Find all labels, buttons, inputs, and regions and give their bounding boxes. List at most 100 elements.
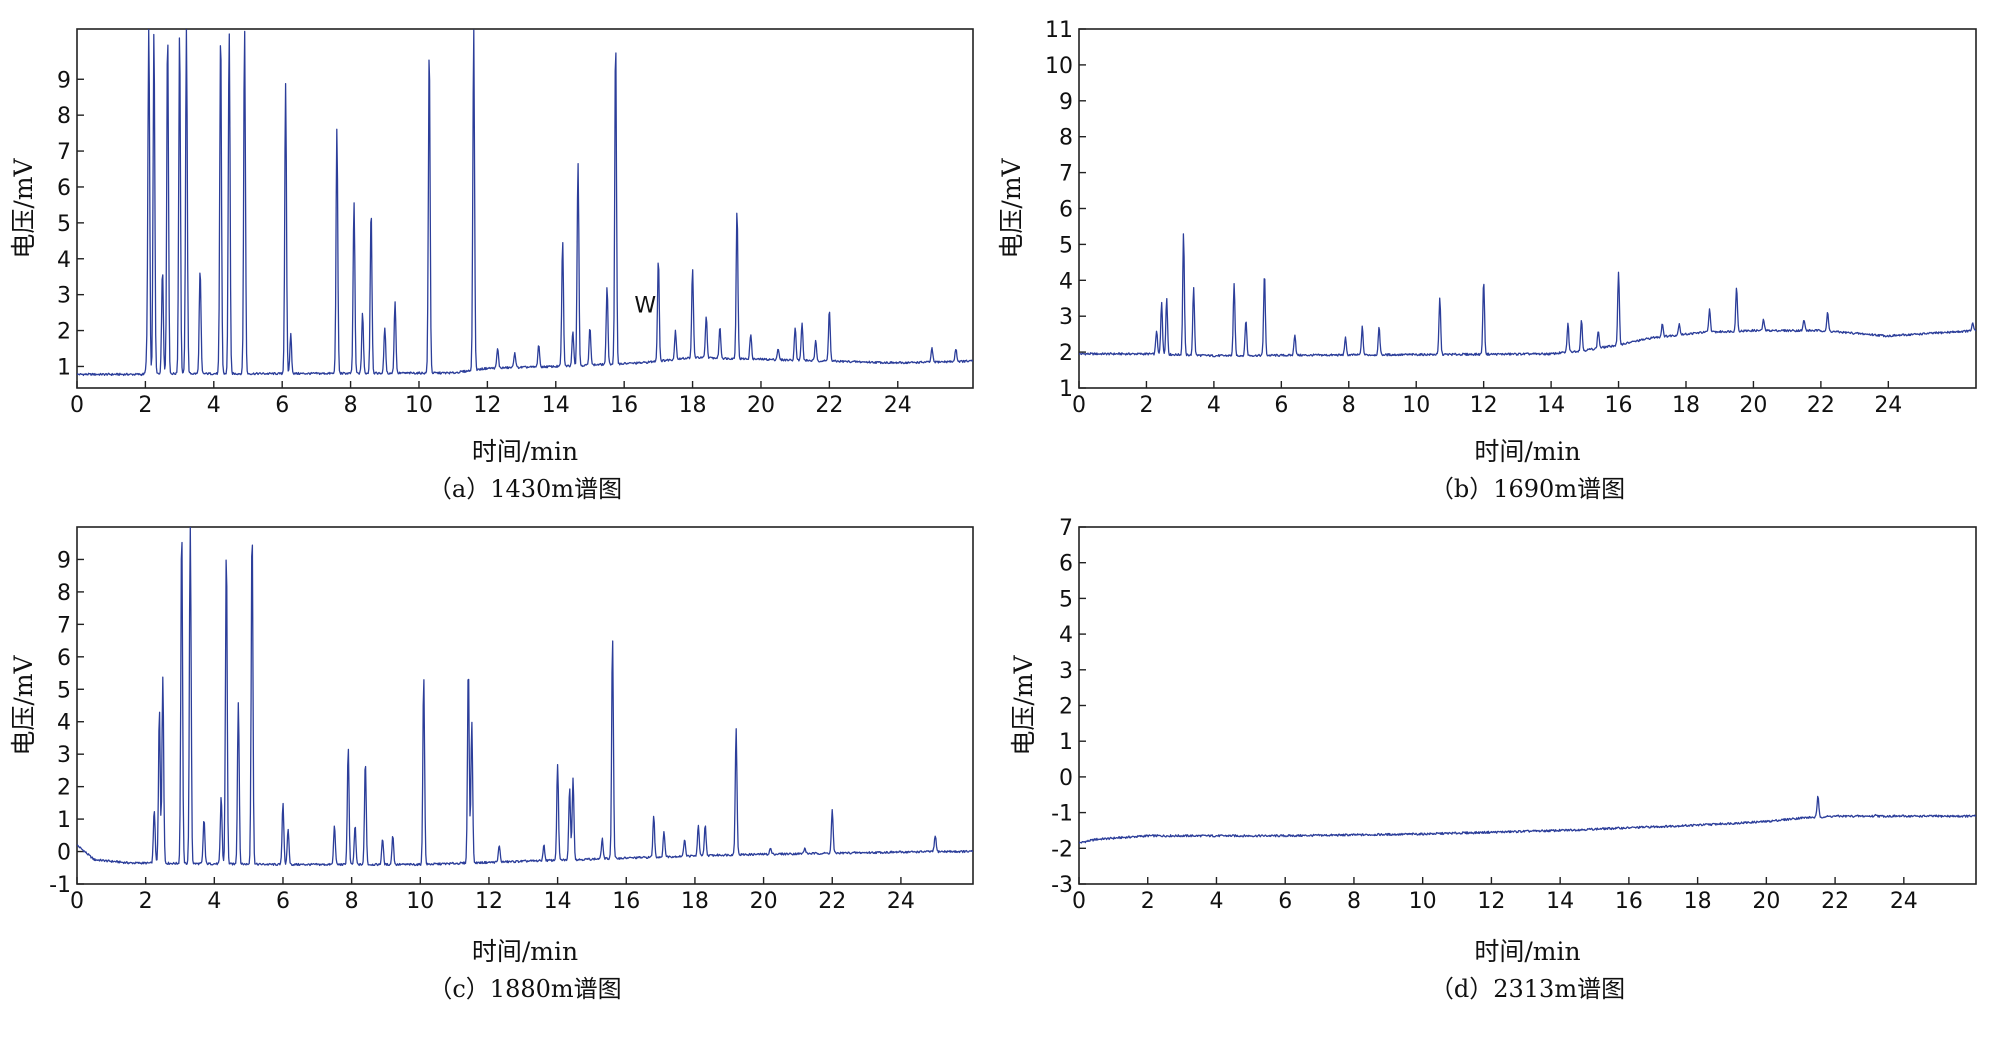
y-tick-label: -1 [49, 873, 71, 898]
x-tick-label: 22 [1807, 393, 1835, 418]
x-axis-title: 时间/min [1474, 937, 1580, 966]
x-axis-title: 时间/min [472, 937, 578, 966]
series-line-1690m [1079, 233, 1976, 358]
y-tick-label: 7 [1059, 516, 1073, 541]
x-tick-label: 0 [1072, 889, 1086, 914]
x-tick-label: 4 [207, 393, 221, 418]
x-tick-label: 16 [612, 889, 640, 914]
panel-caption: （a）1430m谱图 [428, 475, 622, 503]
x-tick-label: 14 [1546, 889, 1574, 914]
y-tick-label: 2 [57, 320, 71, 345]
y-tick-label: 1 [1059, 730, 1073, 755]
x-tick-label: 10 [405, 393, 433, 418]
x-tick-label: 6 [1278, 889, 1292, 914]
x-tick-label: 20 [747, 393, 775, 418]
x-tick-label: 12 [1470, 393, 1498, 418]
x-tick-label: 20 [1739, 393, 1767, 418]
x-axis-title: 时间/min [472, 437, 578, 466]
panel-caption: （d）2313m谱图 [1430, 975, 1625, 1003]
y-tick-label: 10 [1045, 54, 1073, 79]
panel-d: 0 2 4 6 8 10 12 14 16 18 20 22 24-3-2-101234567时间/mi… [1009, 516, 1977, 1003]
y-axis-title: 电压/mV [9, 654, 38, 755]
y-tick-label: 6 [57, 646, 71, 671]
x-tick-label: 0 [1072, 393, 1086, 418]
x-tick-label: 10 [406, 889, 434, 914]
y-tick-label: 6 [1059, 552, 1073, 577]
y-tick-label: -2 [1051, 837, 1073, 862]
x-tick-label: 18 [681, 889, 709, 914]
y-tick-label: 6 [57, 176, 71, 201]
plot-frame [76, 526, 974, 885]
x-tick-label: 14 [1537, 393, 1565, 418]
x-tick-label: 8 [344, 393, 358, 418]
y-tick-label: 4 [57, 711, 71, 736]
y-tick-label: -3 [1051, 873, 1073, 898]
x-tick-label: 20 [1752, 889, 1780, 914]
x-tick-label: 12 [473, 393, 501, 418]
x-tick-label: 16 [610, 393, 638, 418]
x-tick-label: 4 [207, 889, 221, 914]
y-axis-title: 电压/mV [1009, 654, 1038, 755]
x-tick-label: 8 [1342, 393, 1356, 418]
x-tick-label: 18 [679, 393, 707, 418]
y-tick-label: 11 [1045, 18, 1073, 43]
x-axis-title: 时间/min [1474, 437, 1580, 466]
x-tick-label: 12 [475, 889, 503, 914]
y-tick-label: 2 [1059, 695, 1073, 720]
y-tick-label: 9 [1059, 90, 1073, 115]
y-tick-label: 7 [57, 613, 71, 638]
x-tick-label: 12 [1477, 889, 1505, 914]
panel-caption: （b）1690m谱图 [1430, 475, 1625, 503]
y-tick-label: 4 [57, 248, 71, 273]
x-tick-label: 6 [276, 889, 290, 914]
x-tick-label: 24 [1874, 393, 1902, 418]
y-tick-label: 3 [57, 743, 71, 768]
y-tick-label: 8 [57, 104, 71, 129]
series-line-1880m [77, 527, 973, 867]
x-tick-label: 22 [815, 393, 843, 418]
series-line-1430m [77, 29, 973, 377]
panel-c: 0 2 4 6 8 10 12 14 16 18 20 22 24-10123456789时间/min电… [9, 526, 974, 1003]
x-tick-label: 6 [1274, 393, 1288, 418]
y-tick-label: 3 [57, 284, 71, 309]
x-tick-label: 4 [1209, 889, 1223, 914]
x-tick-label: 0 [70, 889, 84, 914]
x-tick-label: 22 [818, 889, 846, 914]
y-tick-label: 4 [1059, 269, 1073, 294]
y-tick-label: 1 [57, 355, 71, 380]
x-tick-label: 2 [138, 393, 152, 418]
series-line-2313m [1079, 795, 1976, 844]
y-tick-label: 0 [57, 841, 71, 866]
y-tick-label: 3 [1059, 305, 1073, 330]
x-tick-label: 22 [1821, 889, 1849, 914]
x-tick-label: 24 [1890, 889, 1918, 914]
y-tick-label: 7 [57, 140, 71, 165]
x-tick-label: 14 [542, 393, 570, 418]
y-tick-label: 2 [57, 776, 71, 801]
x-tick-label: 18 [1684, 889, 1712, 914]
y-axis-title: 电压/mV [9, 157, 38, 258]
x-tick-label: 8 [1347, 889, 1361, 914]
x-tick-label: 6 [275, 393, 289, 418]
plot-frame [1078, 28, 1977, 389]
y-tick-label: 5 [1059, 233, 1073, 258]
x-tick-label: 2 [1141, 889, 1155, 914]
y-tick-label: 8 [1059, 126, 1073, 151]
x-tick-label: 10 [1409, 889, 1437, 914]
y-tick-label: 5 [57, 212, 71, 237]
y-tick-label: 2 [1059, 341, 1073, 366]
panel-caption: （c）1880m谱图 [428, 975, 621, 1003]
y-tick-label: 5 [1059, 587, 1073, 612]
y-tick-label: 5 [57, 678, 71, 703]
y-tick-label: 3 [1059, 659, 1073, 684]
y-tick-label: 7 [1059, 162, 1073, 187]
y-tick-label: -1 [1051, 802, 1073, 827]
x-tick-label: 16 [1615, 889, 1643, 914]
y-tick-label: 4 [1059, 623, 1073, 648]
panel-a: 0 2 4 6 8 10 12 14 16 18 20 22 24123456789时间/min电压/m… [9, 28, 974, 503]
x-tick-label: 14 [544, 889, 572, 914]
panel-b: 0 2 4 6 8 10 12 14 16 18 20 22 241234567891011时间/min… [997, 18, 1977, 503]
x-tick-label: 0 [70, 393, 84, 418]
y-axis-title: 电压/mV [997, 157, 1026, 258]
